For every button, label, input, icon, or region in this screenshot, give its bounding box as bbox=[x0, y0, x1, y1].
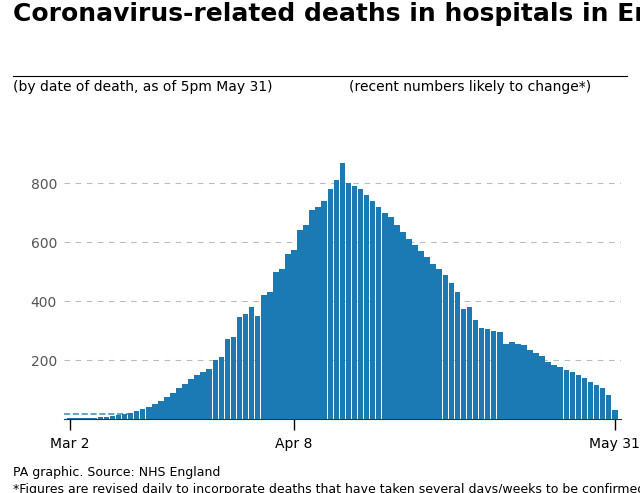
Bar bbox=[485, 329, 490, 419]
Bar bbox=[382, 213, 388, 419]
Bar bbox=[394, 224, 399, 419]
Bar bbox=[200, 372, 206, 419]
Bar bbox=[116, 415, 121, 419]
Bar bbox=[170, 392, 176, 419]
Bar bbox=[461, 309, 466, 419]
Bar bbox=[79, 418, 85, 419]
Bar bbox=[424, 257, 430, 419]
Bar bbox=[564, 370, 569, 419]
Bar bbox=[309, 210, 315, 419]
Bar bbox=[545, 361, 551, 419]
Bar bbox=[588, 382, 593, 419]
Bar bbox=[533, 352, 539, 419]
Bar bbox=[316, 207, 321, 419]
Bar bbox=[358, 189, 364, 419]
Bar bbox=[376, 207, 381, 419]
Bar bbox=[158, 401, 164, 419]
Text: Coronavirus-related deaths in hospitals in England: Coronavirus-related deaths in hospitals … bbox=[13, 2, 640, 27]
Bar bbox=[612, 410, 618, 419]
Bar bbox=[152, 404, 157, 419]
Bar bbox=[364, 195, 369, 419]
Bar bbox=[128, 413, 133, 419]
Bar bbox=[225, 340, 230, 419]
Text: *Figures are revised daily to incorporate deaths that have taken several days/we: *Figures are revised daily to incorporat… bbox=[13, 483, 640, 493]
Text: (recent numbers likely to change*): (recent numbers likely to change*) bbox=[349, 80, 591, 94]
Bar bbox=[430, 264, 436, 419]
Bar bbox=[97, 417, 103, 419]
Bar bbox=[273, 272, 278, 419]
Bar bbox=[419, 251, 424, 419]
Bar bbox=[122, 414, 127, 419]
Bar bbox=[467, 307, 472, 419]
Bar bbox=[503, 344, 509, 419]
Bar bbox=[146, 407, 152, 419]
Bar bbox=[104, 417, 109, 419]
Bar bbox=[340, 163, 345, 419]
Bar bbox=[479, 328, 484, 419]
Bar bbox=[606, 395, 611, 419]
Bar bbox=[509, 343, 515, 419]
Bar bbox=[557, 367, 563, 419]
Bar bbox=[279, 269, 285, 419]
Bar bbox=[267, 292, 273, 419]
Bar bbox=[527, 350, 533, 419]
Bar bbox=[164, 397, 170, 419]
Bar bbox=[473, 320, 478, 419]
Bar bbox=[346, 183, 351, 419]
Bar bbox=[328, 189, 333, 419]
Bar bbox=[449, 283, 454, 419]
Bar bbox=[600, 388, 605, 419]
Text: PA graphic. Source: NHS England: PA graphic. Source: NHS England bbox=[13, 466, 220, 479]
Bar bbox=[442, 275, 448, 419]
Bar bbox=[454, 292, 460, 419]
Bar bbox=[285, 254, 291, 419]
Bar bbox=[261, 295, 266, 419]
Bar bbox=[436, 269, 442, 419]
Bar bbox=[333, 180, 339, 419]
Bar bbox=[594, 385, 600, 419]
Bar bbox=[321, 201, 327, 419]
Bar bbox=[140, 409, 145, 419]
Bar bbox=[92, 418, 97, 419]
Bar bbox=[388, 217, 394, 419]
Bar bbox=[352, 186, 357, 419]
Bar bbox=[255, 316, 260, 419]
Bar bbox=[497, 332, 502, 419]
Bar bbox=[176, 388, 182, 419]
Bar bbox=[243, 315, 248, 419]
Bar bbox=[237, 317, 243, 419]
Bar bbox=[195, 376, 200, 419]
Bar bbox=[134, 411, 140, 419]
Bar bbox=[406, 239, 412, 419]
Bar bbox=[212, 360, 218, 419]
Bar bbox=[230, 337, 236, 419]
Bar bbox=[521, 346, 527, 419]
Bar bbox=[412, 245, 418, 419]
Bar bbox=[85, 418, 91, 419]
Bar bbox=[575, 376, 581, 419]
Bar bbox=[297, 230, 303, 419]
Bar bbox=[570, 373, 575, 419]
Bar bbox=[188, 379, 194, 419]
Bar bbox=[249, 307, 255, 419]
Text: (by date of death, as of 5pm May 31): (by date of death, as of 5pm May 31) bbox=[13, 80, 272, 94]
Bar bbox=[515, 344, 521, 419]
Bar bbox=[291, 249, 297, 419]
Bar bbox=[552, 364, 557, 419]
Bar bbox=[370, 201, 376, 419]
Bar bbox=[400, 232, 406, 419]
Bar bbox=[109, 416, 115, 419]
Bar bbox=[303, 224, 309, 419]
Bar bbox=[182, 384, 188, 419]
Bar bbox=[540, 355, 545, 419]
Bar bbox=[491, 331, 497, 419]
Bar bbox=[219, 357, 224, 419]
Bar bbox=[207, 369, 212, 419]
Bar bbox=[582, 379, 588, 419]
